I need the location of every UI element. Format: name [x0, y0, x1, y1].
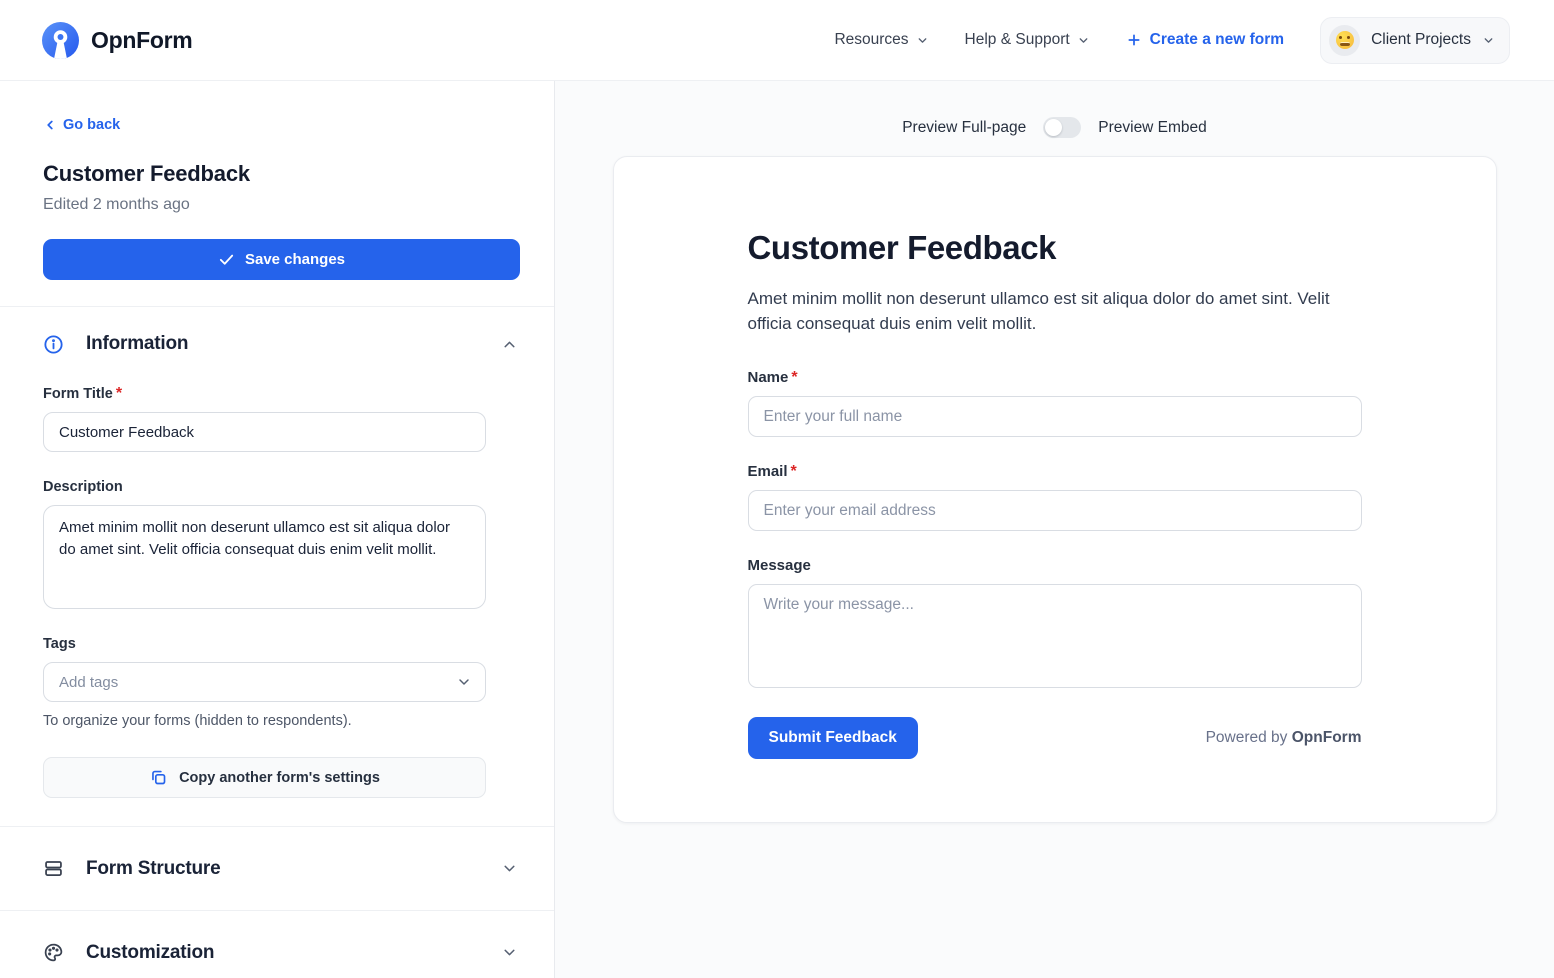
required-marker: * [791, 369, 798, 386]
tags-placeholder: Add tags [59, 673, 119, 691]
nav-help-support[interactable]: Help & Support [965, 31, 1090, 49]
chevron-down-icon [916, 34, 929, 47]
chevron-down-icon [1077, 34, 1090, 47]
information-section-header[interactable]: Information [43, 333, 518, 355]
form-structure-section-header[interactable]: Form Structure [0, 827, 554, 910]
form-preview-panel: Preview Full-page Preview Embed Customer… [555, 81, 1554, 978]
plus-icon [1126, 32, 1142, 48]
information-section: Information Form Title* Description Amet… [0, 333, 554, 798]
copy-icon [149, 768, 168, 787]
divider [0, 826, 554, 827]
create-new-form-button[interactable]: Create a new form [1126, 31, 1284, 49]
go-back-label: Go back [63, 117, 121, 133]
toggle-knob [1045, 119, 1063, 136]
name-field: Name * [747, 369, 1362, 437]
copy-form-settings-button[interactable]: Copy another form's settings [43, 757, 486, 798]
nav-resources-label: Resources [834, 31, 909, 48]
nav-help-support-label: Help & Support [964, 31, 1070, 48]
create-new-form-label: Create a new form [1149, 31, 1285, 48]
brand-name: OpnForm [91, 26, 193, 53]
information-section-title: Information [86, 333, 189, 354]
submit-feedback-button[interactable]: Submit Feedback [747, 717, 918, 759]
go-back-link[interactable]: Go back [43, 117, 120, 133]
preview-mode-toggle[interactable] [1043, 117, 1082, 138]
powered-by-brand: OpnForm [1291, 729, 1362, 746]
last-edited-text: Edited 2 months ago [43, 196, 190, 213]
copy-form-settings-label: Copy another form's settings [179, 769, 380, 786]
workspace-avatar [1329, 24, 1361, 56]
email-field: Email * [747, 463, 1362, 531]
workspace-switcher[interactable]: Client Projects [1320, 16, 1510, 64]
info-icon [43, 334, 64, 355]
powered-by-prefix: Powered by [1205, 729, 1288, 746]
preview-form-description: Amet minim mollit non deserunt ullamco e… [747, 289, 1330, 333]
opnform-logo[interactable]: OpnForm [42, 21, 193, 59]
nav-resources[interactable]: Resources [834, 31, 928, 49]
check-icon [218, 251, 235, 268]
tags-label: Tags [43, 636, 76, 652]
opnform-logo-icon [42, 21, 79, 59]
message-field: Message [747, 557, 1362, 688]
customization-section-header[interactable]: Customization [0, 911, 554, 978]
navbar-menu: Resources Help & Support Create a new fo… [834, 16, 1510, 64]
form-preview-card: Customer Feedback Amet minim mollit non … [612, 156, 1497, 823]
email-label: Email [747, 463, 788, 480]
workspace-name: Client Projects [1371, 31, 1471, 48]
name-input[interactable] [747, 396, 1362, 437]
form-title-label: Form Title [43, 386, 113, 402]
required-marker: * [790, 463, 797, 480]
description-textarea[interactable]: Amet minim mollit non deserunt ullamco e… [43, 505, 486, 609]
description-label: Description [43, 479, 123, 495]
grimacing-face-emoji-icon [1335, 31, 1354, 49]
chevron-down-icon [456, 674, 472, 690]
preview-mode-switch: Preview Full-page Preview Embed [555, 117, 1554, 138]
chevron-down-icon [501, 944, 518, 961]
tags-field: Tags Add tags To organize your forms (hi… [43, 635, 518, 729]
preview-fullpage-label: Preview Full-page [902, 118, 1027, 136]
chevron-down-icon [501, 860, 518, 877]
tags-helper-text: To organize your forms (hidden to respon… [43, 713, 352, 729]
divider [0, 306, 554, 307]
palette-icon [43, 942, 64, 963]
form-name-title: Customer Feedback [43, 161, 250, 186]
chevron-left-icon [43, 118, 57, 132]
preview-embed-label: Preview Embed [1098, 118, 1207, 136]
email-input[interactable] [747, 490, 1362, 531]
preview-form-title: Customer Feedback [747, 229, 1057, 266]
chevron-down-icon [1482, 34, 1495, 47]
form-settings-sidebar: Go back Customer Feedback Edited 2 month… [0, 81, 555, 978]
message-label: Message [747, 557, 811, 574]
customization-section-title: Customization [86, 941, 215, 963]
save-changes-label: Save changes [244, 251, 346, 268]
top-navbar: OpnForm Resources Help & Support Create … [0, 0, 1554, 81]
save-changes-button[interactable]: Save changes [43, 239, 520, 280]
form-title-input[interactable] [43, 412, 486, 452]
message-textarea[interactable] [747, 584, 1362, 688]
required-marker: * [115, 385, 123, 402]
rows-icon [43, 858, 64, 879]
name-label: Name [747, 369, 789, 386]
form-structure-section-title: Form Structure [86, 857, 221, 879]
form-title-field: Form Title * [43, 385, 518, 452]
chevron-up-icon [501, 336, 518, 353]
powered-by-text: Powered by OpnForm [1206, 729, 1362, 747]
tags-select[interactable]: Add tags [43, 662, 486, 702]
divider [0, 910, 554, 911]
description-field: Description Amet minim mollit non deseru… [43, 478, 518, 609]
